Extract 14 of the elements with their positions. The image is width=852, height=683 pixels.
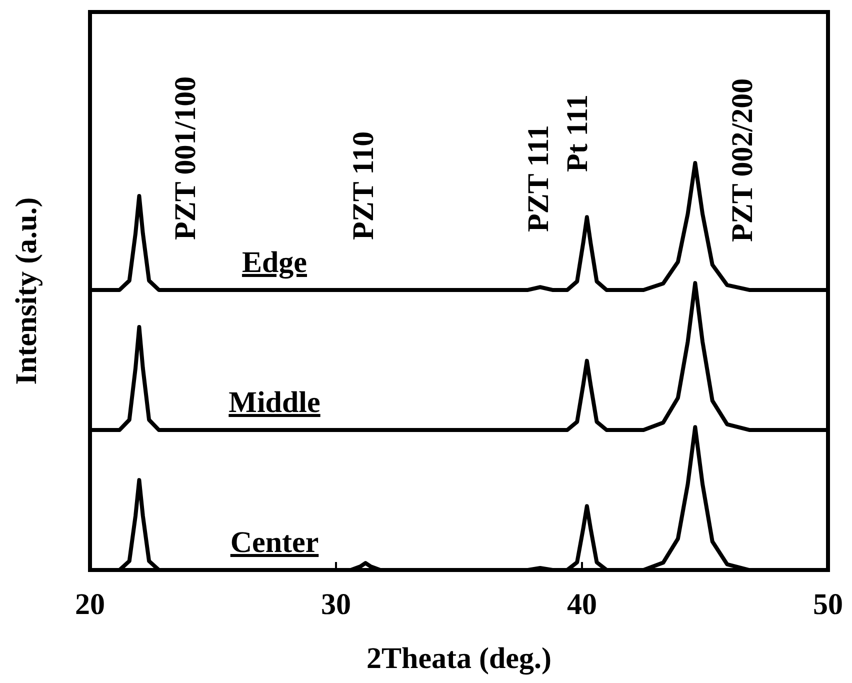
annotation: Pt 111 <box>561 94 594 172</box>
x-tick-label: 20 <box>75 588 105 621</box>
series-label: Center <box>230 526 319 559</box>
annotation: PZT 001/100 <box>169 76 202 240</box>
series-label: Edge <box>242 246 308 279</box>
annotation: PZT 110 <box>347 131 380 240</box>
y-axis-title: Intensity (a.u.) <box>10 197 43 385</box>
x-axis-title: 2Theata (deg.) <box>366 642 552 675</box>
annotation: PZT 111 <box>522 125 555 232</box>
x-tick-label: 50 <box>813 588 843 621</box>
x-tick-label: 40 <box>567 588 597 621</box>
series-label: Middle <box>228 386 320 419</box>
x-tick-label: 30 <box>321 588 351 621</box>
annotation: PZT 002/200 <box>726 78 759 242</box>
